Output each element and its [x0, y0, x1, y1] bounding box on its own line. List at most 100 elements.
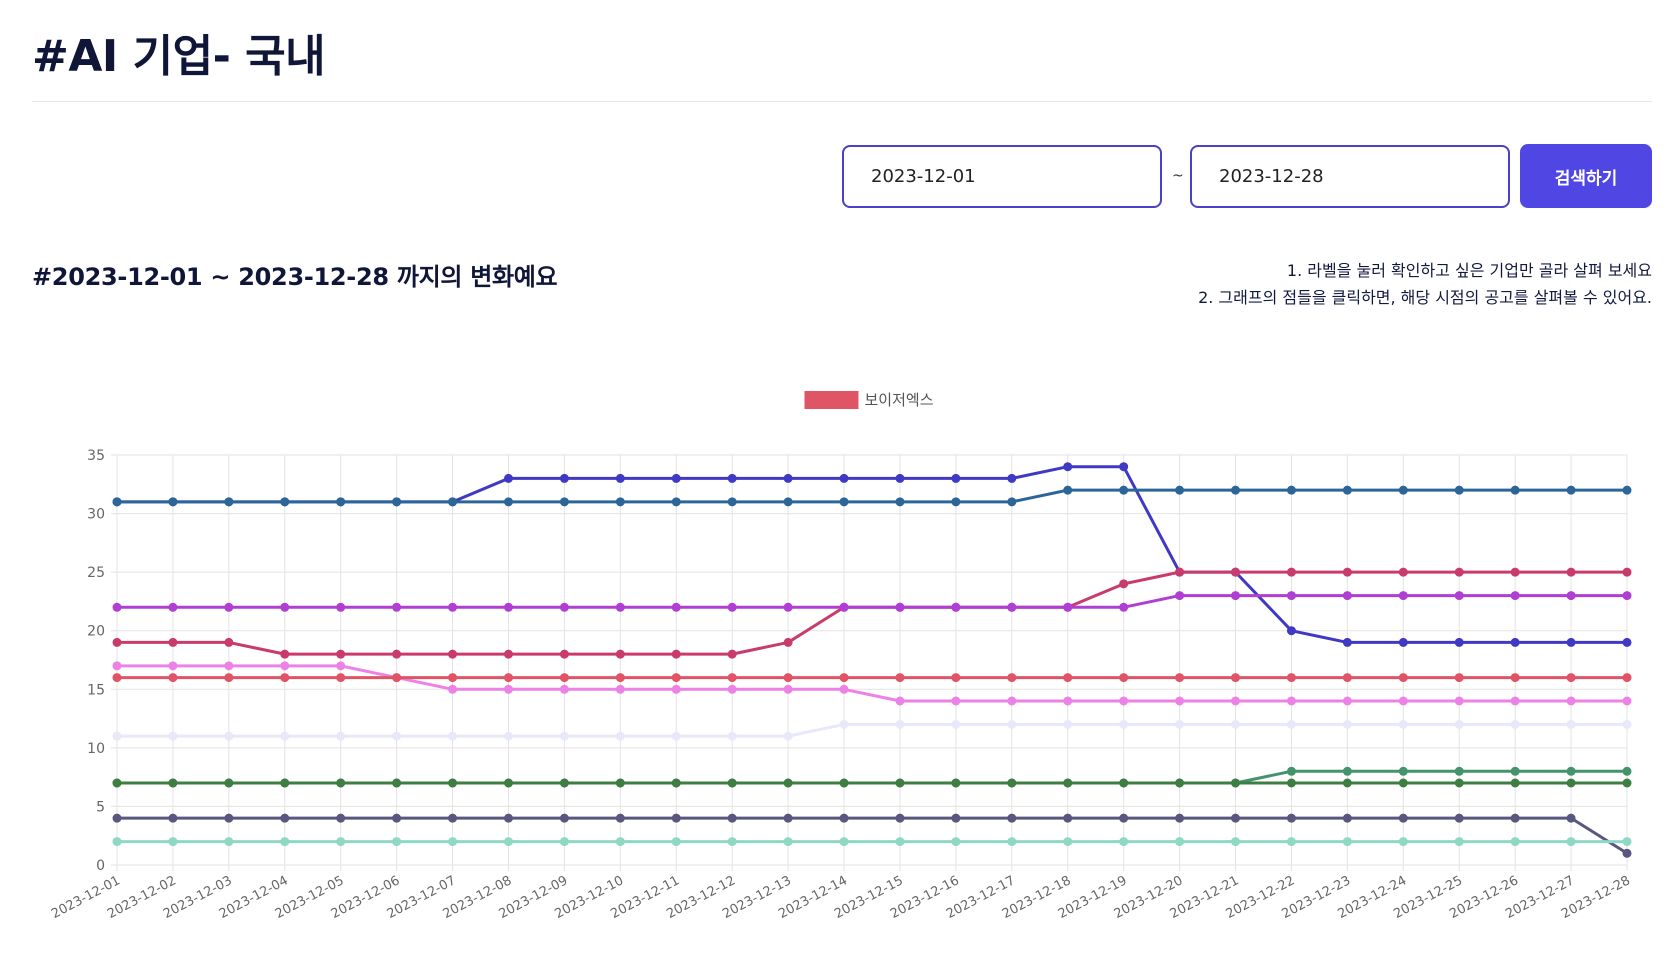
data-point[interactable] — [1175, 813, 1185, 823]
data-point[interactable] — [1398, 778, 1408, 788]
data-point[interactable] — [1286, 778, 1296, 788]
data-point[interactable] — [168, 602, 178, 612]
data-point[interactable] — [727, 731, 737, 741]
data-point[interactable] — [1398, 485, 1408, 495]
data-point[interactable] — [783, 813, 793, 823]
data-point[interactable] — [168, 837, 178, 847]
data-point[interactable] — [951, 696, 961, 706]
data-point[interactable] — [1622, 766, 1632, 776]
data-point[interactable] — [224, 602, 234, 612]
data-point[interactable] — [671, 731, 681, 741]
data-point[interactable] — [1286, 766, 1296, 776]
data-point[interactable] — [559, 649, 569, 659]
data-point[interactable] — [112, 673, 122, 683]
data-point[interactable] — [559, 473, 569, 483]
data-point[interactable] — [1175, 696, 1185, 706]
data-point[interactable] — [448, 497, 458, 507]
data-point[interactable] — [1063, 696, 1073, 706]
data-point[interactable] — [559, 673, 569, 683]
data-point[interactable] — [1510, 637, 1520, 647]
data-point[interactable] — [503, 837, 513, 847]
data-point[interactable] — [1566, 591, 1576, 601]
data-point[interactable] — [112, 837, 122, 847]
data-point[interactable] — [1231, 485, 1241, 495]
data-point[interactable] — [1622, 778, 1632, 788]
data-point[interactable] — [783, 637, 793, 647]
data-point[interactable] — [1175, 778, 1185, 788]
data-point[interactable] — [1175, 719, 1185, 729]
data-point[interactable] — [1566, 719, 1576, 729]
data-point[interactable] — [448, 673, 458, 683]
data-point[interactable] — [1398, 813, 1408, 823]
data-point[interactable] — [1566, 766, 1576, 776]
data-point[interactable] — [1007, 473, 1017, 483]
data-point[interactable] — [1175, 591, 1185, 601]
data-point[interactable] — [1119, 837, 1129, 847]
data-point[interactable] — [839, 602, 849, 612]
data-point[interactable] — [1063, 778, 1073, 788]
data-point[interactable] — [1454, 696, 1464, 706]
data-point[interactable] — [168, 497, 178, 507]
data-point[interactable] — [1622, 567, 1632, 577]
data-point[interactable] — [336, 731, 346, 741]
data-point[interactable] — [1622, 696, 1632, 706]
data-point[interactable] — [951, 837, 961, 847]
data-point[interactable] — [1007, 813, 1017, 823]
data-point[interactable] — [1454, 485, 1464, 495]
data-point[interactable] — [615, 602, 625, 612]
data-point[interactable] — [168, 661, 178, 671]
data-point[interactable] — [1398, 673, 1408, 683]
data-point[interactable] — [559, 497, 569, 507]
data-point[interactable] — [895, 497, 905, 507]
data-point[interactable] — [168, 813, 178, 823]
data-point[interactable] — [783, 602, 793, 612]
data-point[interactable] — [1342, 673, 1352, 683]
data-point[interactable] — [1454, 837, 1464, 847]
data-point[interactable] — [1398, 766, 1408, 776]
data-point[interactable] — [1566, 637, 1576, 647]
data-point[interactable] — [671, 684, 681, 694]
data-point[interactable] — [1063, 462, 1073, 472]
data-point[interactable] — [839, 673, 849, 683]
data-point[interactable] — [1566, 696, 1576, 706]
data-point[interactable] — [1566, 837, 1576, 847]
data-point[interactable] — [951, 813, 961, 823]
data-point[interactable] — [1622, 719, 1632, 729]
data-point[interactable] — [224, 497, 234, 507]
data-point[interactable] — [224, 813, 234, 823]
data-point[interactable] — [280, 731, 290, 741]
data-point[interactable] — [1454, 813, 1464, 823]
data-point[interactable] — [1398, 719, 1408, 729]
data-point[interactable] — [503, 778, 513, 788]
data-point[interactable] — [839, 837, 849, 847]
data-point[interactable] — [1231, 673, 1241, 683]
data-point[interactable] — [1119, 719, 1129, 729]
data-point[interactable] — [224, 673, 234, 683]
data-point[interactable] — [1510, 567, 1520, 577]
data-point[interactable] — [895, 473, 905, 483]
data-point[interactable] — [839, 813, 849, 823]
data-point[interactable] — [1286, 813, 1296, 823]
data-point[interactable] — [1454, 637, 1464, 647]
data-point[interactable] — [783, 473, 793, 483]
data-point[interactable] — [1342, 837, 1352, 847]
data-point[interactable] — [1231, 813, 1241, 823]
data-point[interactable] — [224, 778, 234, 788]
data-point[interactable] — [1510, 591, 1520, 601]
data-point[interactable] — [727, 497, 737, 507]
data-point[interactable] — [1510, 485, 1520, 495]
data-point[interactable] — [839, 719, 849, 729]
end-date-input[interactable] — [1190, 145, 1510, 208]
data-point[interactable] — [615, 649, 625, 659]
data-point[interactable] — [336, 673, 346, 683]
data-point[interactable] — [503, 684, 513, 694]
data-point[interactable] — [503, 731, 513, 741]
data-point[interactable] — [951, 673, 961, 683]
data-point[interactable] — [727, 813, 737, 823]
data-point[interactable] — [336, 661, 346, 671]
data-point[interactable] — [1622, 637, 1632, 647]
data-point[interactable] — [895, 602, 905, 612]
data-point[interactable] — [1454, 567, 1464, 577]
data-point[interactable] — [783, 673, 793, 683]
data-point[interactable] — [280, 778, 290, 788]
